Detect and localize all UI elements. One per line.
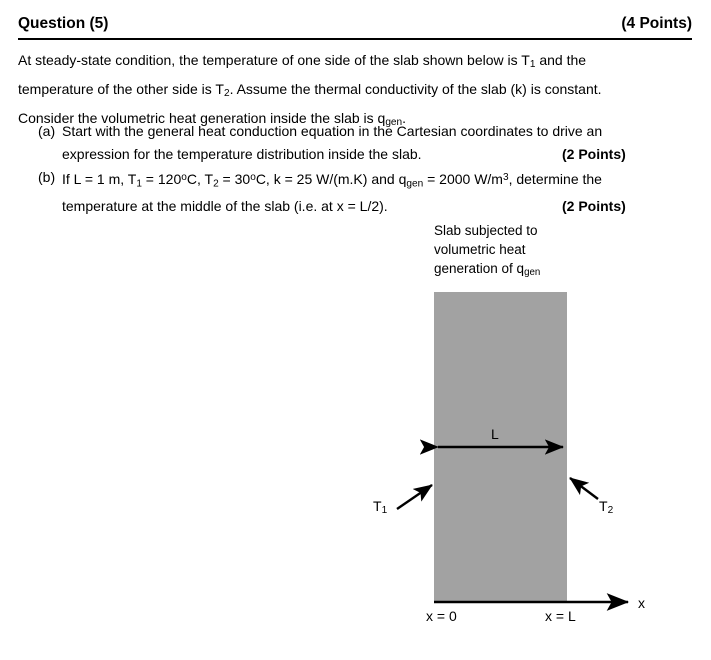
intro-line-3-text-a: Consider the volumetric heat generation … bbox=[18, 110, 386, 127]
part-b-degree-2: o bbox=[250, 172, 256, 183]
part-b-points: (2 Points) bbox=[562, 198, 626, 215]
intro-line-1-text-b: and the bbox=[535, 52, 587, 68]
t1-label-base: T bbox=[373, 498, 382, 514]
part-a-line-1: Start with the general heat conduction e… bbox=[62, 123, 603, 139]
part-b-line-2: temperature at the middle of the slab (i… bbox=[62, 195, 688, 218]
x-length-label: x = L bbox=[545, 608, 576, 624]
part-a-line-2: expression for the temperature distribut… bbox=[62, 143, 688, 166]
question-points: (4 Points) bbox=[621, 15, 692, 32]
question-part-b: (b) If L = 1 m, T1 = 120oC, T2 = 30oC, k… bbox=[38, 166, 688, 218]
intro-line-2: temperature of the other side is T2. Ass… bbox=[18, 77, 678, 106]
intro-line-2-subscript: 2 bbox=[223, 88, 230, 100]
t2-pointer-arrow bbox=[569, 477, 599, 500]
part-b-superscript-cube: 3 bbox=[502, 172, 509, 183]
x-axis-label: x bbox=[638, 595, 645, 611]
diagram-caption: Slab subjected to volumetric heat genera… bbox=[434, 221, 584, 282]
t2-label-base: T bbox=[599, 498, 608, 514]
diagram-caption-subscript: gen bbox=[524, 267, 541, 279]
t2-label-subscript: 2 bbox=[607, 505, 614, 517]
diagram-caption-line-3-text: generation of q bbox=[434, 261, 525, 276]
diagram-caption-line-2: volumetric heat bbox=[434, 242, 526, 257]
intro-line-3: Consider the volumetric heat generation … bbox=[18, 106, 678, 135]
part-b-text-e: C, k = 25 W/(m.K) and q bbox=[255, 171, 407, 188]
part-b-degree-1: o bbox=[181, 172, 187, 183]
part-b-line-2-text: temperature at the middle of the slab (i… bbox=[62, 198, 388, 215]
diagram-caption-line-1: Slab subjected to bbox=[434, 223, 538, 238]
question-header: Question (5) (4 Points) bbox=[18, 14, 692, 40]
intro-line-3-text-b: . bbox=[402, 110, 407, 127]
question-part-a: (a) Start with the general heat conducti… bbox=[38, 120, 688, 166]
intro-line-1-subscript: 1 bbox=[529, 59, 536, 71]
part-a-points: (2 Points) bbox=[562, 146, 626, 162]
part-b-line-1: If L = 1 m, T1 = 120oC, T2 = 30oC, k = 2… bbox=[62, 166, 688, 195]
intro-line-2-text-b: . Assume the thermal conductivity of the… bbox=[229, 81, 602, 98]
x-zero-label: x = 0 bbox=[426, 608, 457, 624]
diagram-caption-line-3: generation of qgen bbox=[434, 259, 584, 282]
t1-pointer-arrow bbox=[396, 484, 433, 510]
question-parts-list: (a) Start with the general heat conducti… bbox=[38, 120, 688, 218]
t2-label: T2 bbox=[599, 498, 613, 516]
intro-line-3-subscript: gen bbox=[385, 117, 403, 129]
part-b-text-f: = 2000 W/m bbox=[423, 171, 503, 188]
part-b-text-a: If L = 1 m, T bbox=[62, 171, 137, 188]
part-b-text-c: C, T bbox=[186, 171, 214, 188]
slab-rectangle bbox=[434, 292, 567, 601]
part-b-text-g: , determine the bbox=[508, 171, 602, 188]
part-a-marker: (a) bbox=[38, 123, 56, 139]
intro-paragraph: At steady-state condition, the temperatu… bbox=[18, 48, 678, 136]
question-title: Question (5) bbox=[18, 15, 109, 32]
part-a-line-2-text: expression for the temperature distribut… bbox=[62, 146, 422, 162]
length-label: L bbox=[491, 426, 499, 442]
intro-line-1-text-a: At steady-state condition, the temperatu… bbox=[18, 52, 530, 68]
part-b-text-d: = 30 bbox=[218, 171, 251, 188]
t1-label-subscript: 1 bbox=[381, 505, 388, 517]
intro-line-2-text-a: temperature of the other side is T bbox=[18, 81, 224, 98]
part-b-sub-qgen: gen bbox=[406, 178, 424, 190]
t1-label: T1 bbox=[373, 498, 387, 516]
part-b-marker: (b) bbox=[38, 169, 56, 185]
part-b-text-b: = 120 bbox=[141, 171, 182, 188]
part-b-sub-t1: 1 bbox=[136, 178, 142, 190]
intro-line-1: At steady-state condition, the temperatu… bbox=[18, 48, 678, 77]
part-b-sub-t2: 2 bbox=[213, 178, 219, 190]
